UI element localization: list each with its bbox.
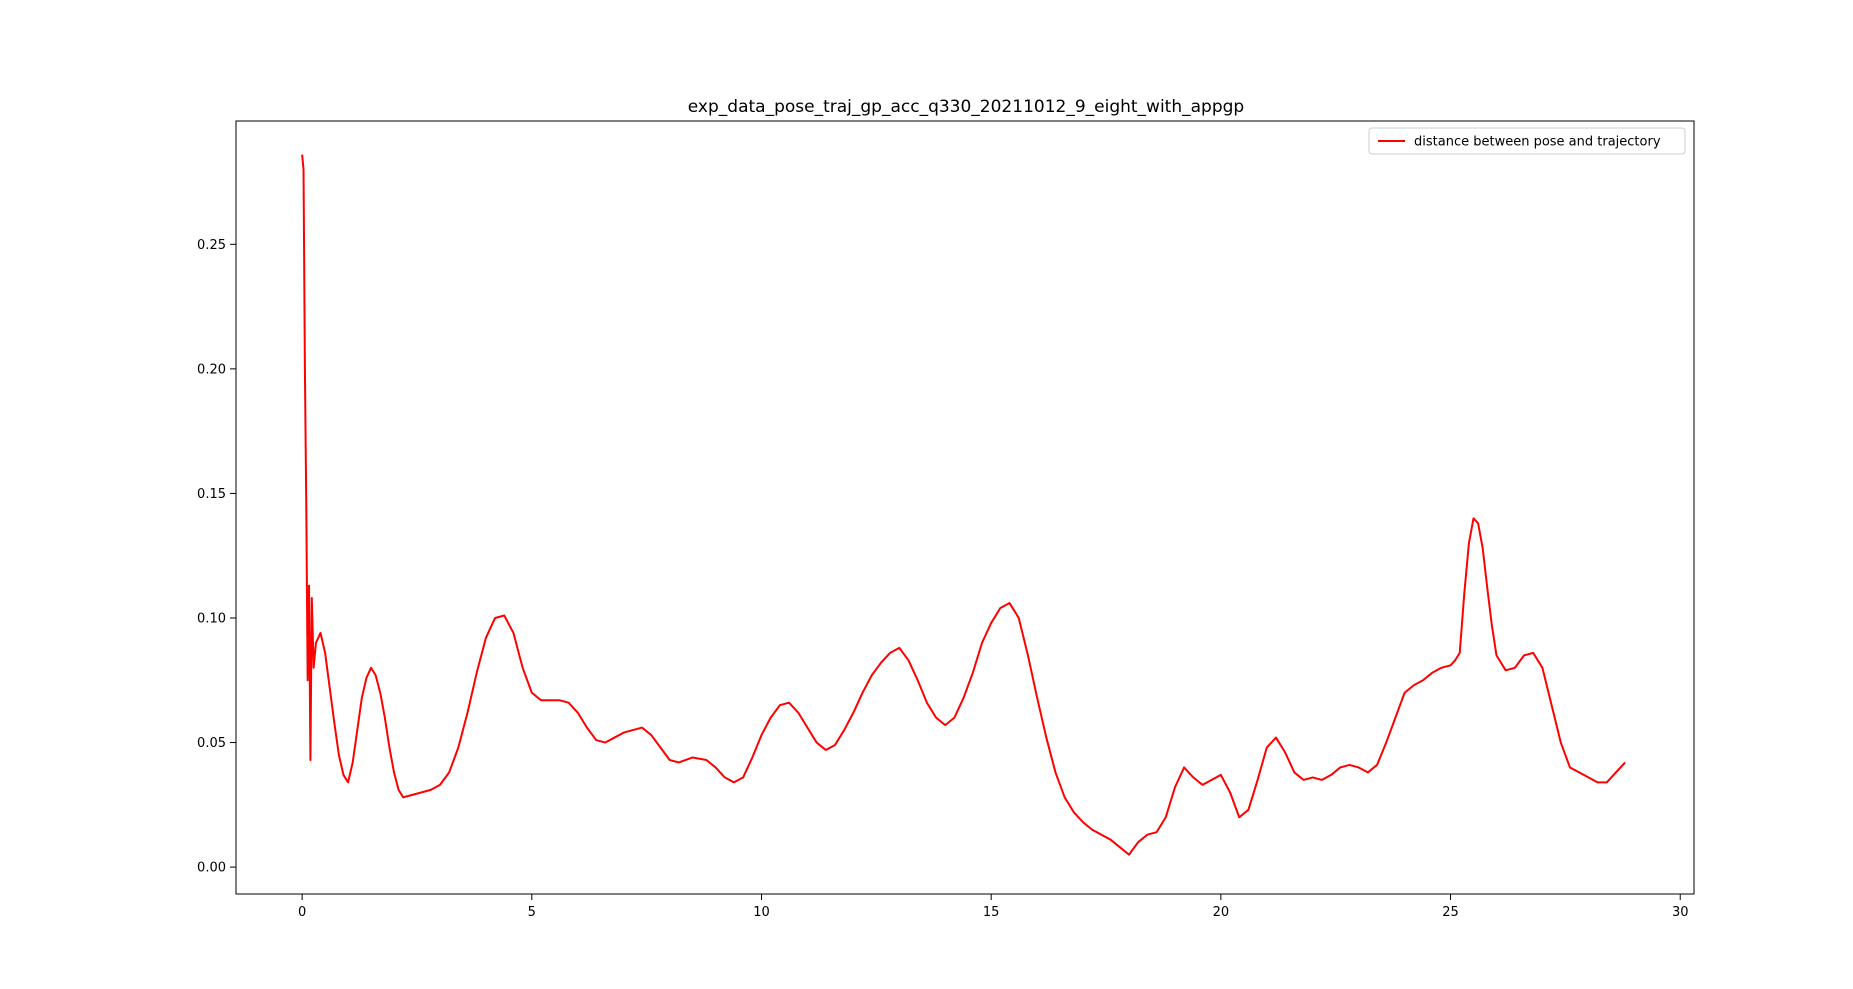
x-tick-label: 25 (1442, 905, 1459, 920)
y-tick-label: 0.05 (197, 736, 226, 751)
axes-frame (235, 120, 1695, 895)
x-tick-label: 20 (1213, 905, 1230, 920)
x-tick-label: 30 (1672, 905, 1689, 920)
y-tick-label: 0.20 (197, 362, 226, 377)
x-axis: 0 5 10 15 20 25 30 (298, 894, 1688, 920)
data-series-line (301, 154, 1626, 856)
y-tick-label: 0.00 (197, 861, 226, 876)
x-tick-label: 0 (298, 905, 306, 920)
plot-area (301, 154, 1626, 856)
chart-title: exp_data_pose_traj_gp_acc_q330_20211012_… (688, 97, 1244, 117)
y-tick-label: 0.10 (197, 611, 226, 626)
legend-box (1368, 127, 1686, 155)
legend-label: distance between pose and trajectory (1414, 135, 1661, 150)
y-axis: 0.00 0.05 0.10 0.15 0.20 0.25 (197, 238, 236, 876)
x-tick-label: 5 (528, 905, 536, 920)
x-tick-label: 10 (753, 905, 770, 920)
y-tick-label: 0.15 (197, 487, 226, 502)
legend: distance between pose and trajectory (1368, 127, 1686, 155)
y-tick-label: 0.25 (197, 238, 226, 253)
x-tick-label: 15 (983, 905, 1000, 920)
